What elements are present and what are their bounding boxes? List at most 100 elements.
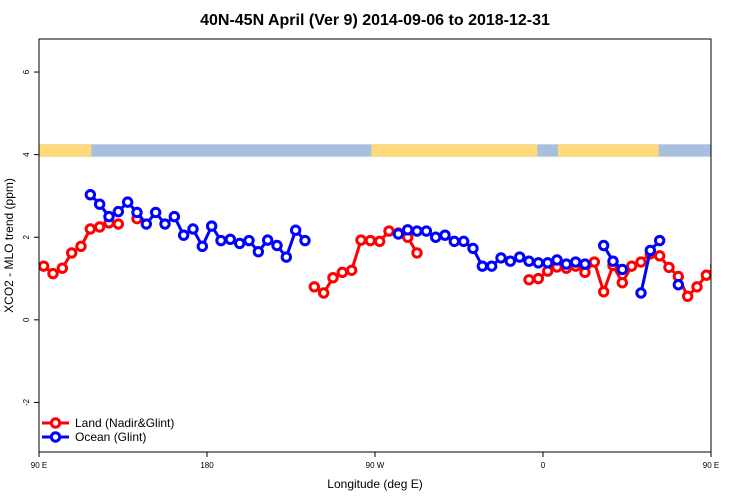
land-strip-segment — [557, 144, 659, 157]
data-point — [467, 242, 479, 255]
data-point — [112, 205, 125, 218]
data-point — [616, 263, 629, 276]
data-point — [681, 290, 694, 302]
data-point — [299, 234, 311, 247]
y-tick-label: -2 — [22, 398, 31, 406]
data-point — [261, 234, 274, 246]
data-point — [140, 218, 153, 230]
data-point — [196, 240, 209, 253]
data-point — [336, 266, 349, 279]
land-series — [39, 212, 747, 302]
data-point — [39, 260, 50, 272]
data-point — [308, 281, 321, 293]
data-point — [355, 234, 367, 246]
data-point — [504, 255, 517, 267]
legend-ocean-marker — [49, 431, 62, 443]
data-point — [317, 287, 330, 299]
x-axis-title: Longitude (deg E) — [327, 477, 422, 491]
data-point — [635, 256, 647, 268]
x-tick-label: 0 — [541, 461, 546, 470]
x-tick-label: 90 E — [703, 461, 719, 470]
data-point — [289, 224, 302, 236]
data-point — [523, 255, 535, 267]
data-point — [411, 247, 423, 259]
y-axis-title: XCO2 - MLO trend (ppm) — [2, 178, 16, 313]
land-strip-segment — [371, 144, 538, 157]
data-point — [730, 264, 738, 272]
data-point — [224, 233, 237, 246]
data-point — [205, 220, 218, 232]
data-point — [672, 279, 685, 291]
y-tick-label: 6 — [22, 69, 31, 74]
data-point — [383, 225, 395, 237]
data-point — [439, 229, 451, 241]
data-point — [327, 272, 339, 284]
data-point — [215, 234, 227, 247]
data-point — [75, 240, 87, 253]
data-point — [177, 229, 190, 241]
land-ocean-strip — [39, 144, 750, 157]
data-point — [616, 276, 629, 289]
data-point — [420, 225, 433, 237]
data-point — [635, 287, 647, 299]
data-point — [739, 249, 747, 257]
data-point — [56, 262, 69, 274]
legend-ocean-label: Ocean (Glint) — [75, 430, 146, 444]
data-point — [84, 223, 97, 235]
data-point — [625, 260, 638, 272]
data-point — [513, 251, 526, 263]
plot-frame — [38, 38, 712, 453]
data-point — [560, 258, 573, 270]
data-point — [364, 234, 377, 247]
data-point — [569, 256, 582, 268]
data-point — [112, 218, 125, 230]
data-point — [551, 254, 563, 266]
data-point — [721, 269, 729, 277]
data-point — [541, 257, 554, 269]
land-strip-segment — [711, 144, 750, 156]
data-point — [597, 286, 610, 298]
y-tick-label: 0 — [22, 317, 31, 322]
legend-land-label: Land (Nadir&Glint) — [75, 416, 174, 430]
x-tick-label: 90 E — [31, 461, 47, 470]
data-point — [523, 274, 535, 286]
data-point — [65, 247, 78, 259]
data-point — [429, 231, 442, 243]
data-point — [187, 223, 199, 235]
ocean-series — [84, 189, 685, 299]
data-point — [495, 252, 507, 264]
data-point — [411, 225, 423, 237]
data-point — [644, 244, 657, 257]
data-point — [103, 210, 115, 223]
data-point — [476, 260, 489, 272]
data-point — [579, 258, 591, 270]
data-point — [709, 262, 711, 270]
y-tick-label: 2 — [22, 234, 31, 239]
data-point — [149, 206, 162, 219]
data-point — [691, 281, 703, 293]
data-point — [131, 206, 143, 219]
chart-title: 40N-45N April (Ver 9) 2014-09-06 to 2018… — [200, 12, 550, 29]
legend: Land (Nadir&Glint) Ocean (Glint) — [42, 416, 174, 444]
data-point — [597, 239, 610, 252]
data-point — [457, 235, 470, 248]
data-point — [47, 267, 59, 280]
data-point — [345, 264, 358, 276]
land-strip-segment — [39, 144, 92, 157]
data-point — [84, 189, 97, 201]
data-point — [653, 234, 666, 247]
x-tick-label: 180 — [200, 461, 214, 470]
data-point — [159, 218, 171, 230]
data-point — [588, 256, 601, 268]
data-point — [373, 235, 386, 248]
data-point — [168, 210, 181, 223]
data-point — [700, 269, 711, 281]
data-point — [392, 228, 405, 240]
data-point — [93, 198, 106, 210]
y-tick-label: 4 — [22, 152, 31, 157]
data-point — [280, 251, 293, 263]
legend-land-marker — [49, 417, 62, 429]
data-point — [121, 196, 134, 208]
data-point — [663, 261, 675, 274]
